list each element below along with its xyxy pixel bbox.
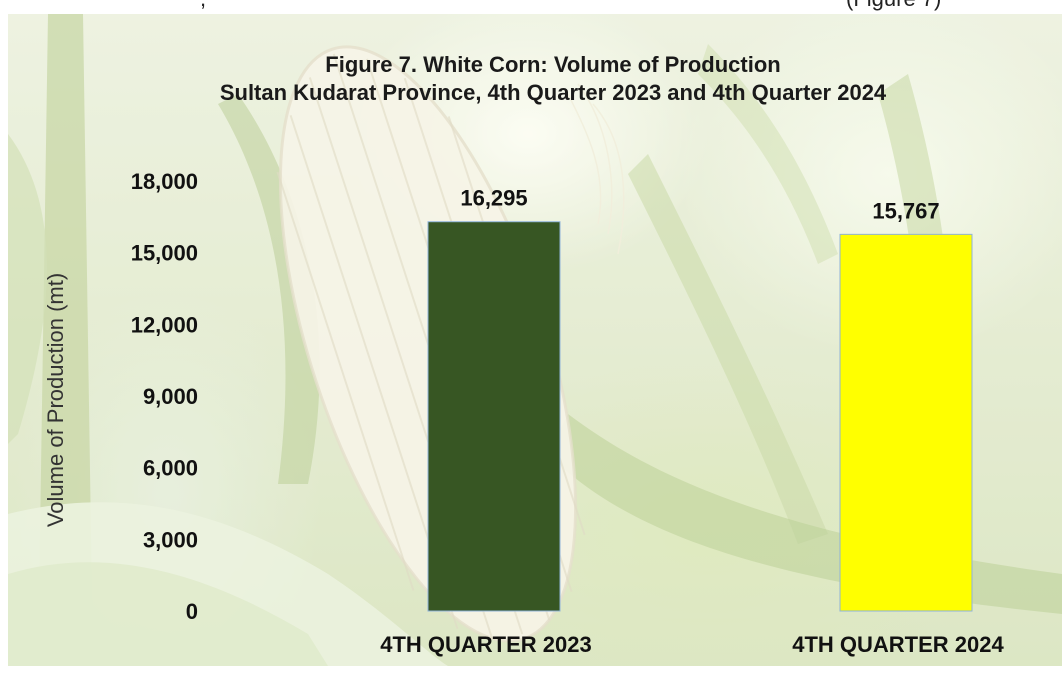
y-tick-label: 9,000: [143, 384, 198, 409]
x-tick-label: 4TH QUARTER 2024: [792, 632, 1004, 657]
data-label: 15,767: [872, 198, 939, 223]
y-tick-label: 6,000: [143, 456, 198, 481]
y-tick-label: 18,000: [131, 169, 198, 194]
chart-subtitle: Sultan Kudarat Province, 4th Quarter 202…: [219, 80, 887, 105]
y-tick-label: 15,000: [131, 241, 198, 266]
bar-1: [427, 221, 561, 612]
y-tick-label: 12,000: [131, 312, 198, 337]
top-text-left: ,: [200, 0, 206, 12]
top-text-right: (Figure 7): [846, 0, 941, 12]
x-tick-label: 4TH QUARTER 2023: [380, 632, 592, 657]
chart-title: Figure 7. White Corn: Volume of Producti…: [325, 52, 781, 77]
y-tick-label: 3,000: [143, 527, 198, 552]
page-top-text: , (Figure 7): [0, 0, 1062, 16]
data-label: 16,295: [460, 186, 527, 211]
y-tick-label: 0: [186, 599, 198, 624]
bar-2: [839, 233, 973, 612]
